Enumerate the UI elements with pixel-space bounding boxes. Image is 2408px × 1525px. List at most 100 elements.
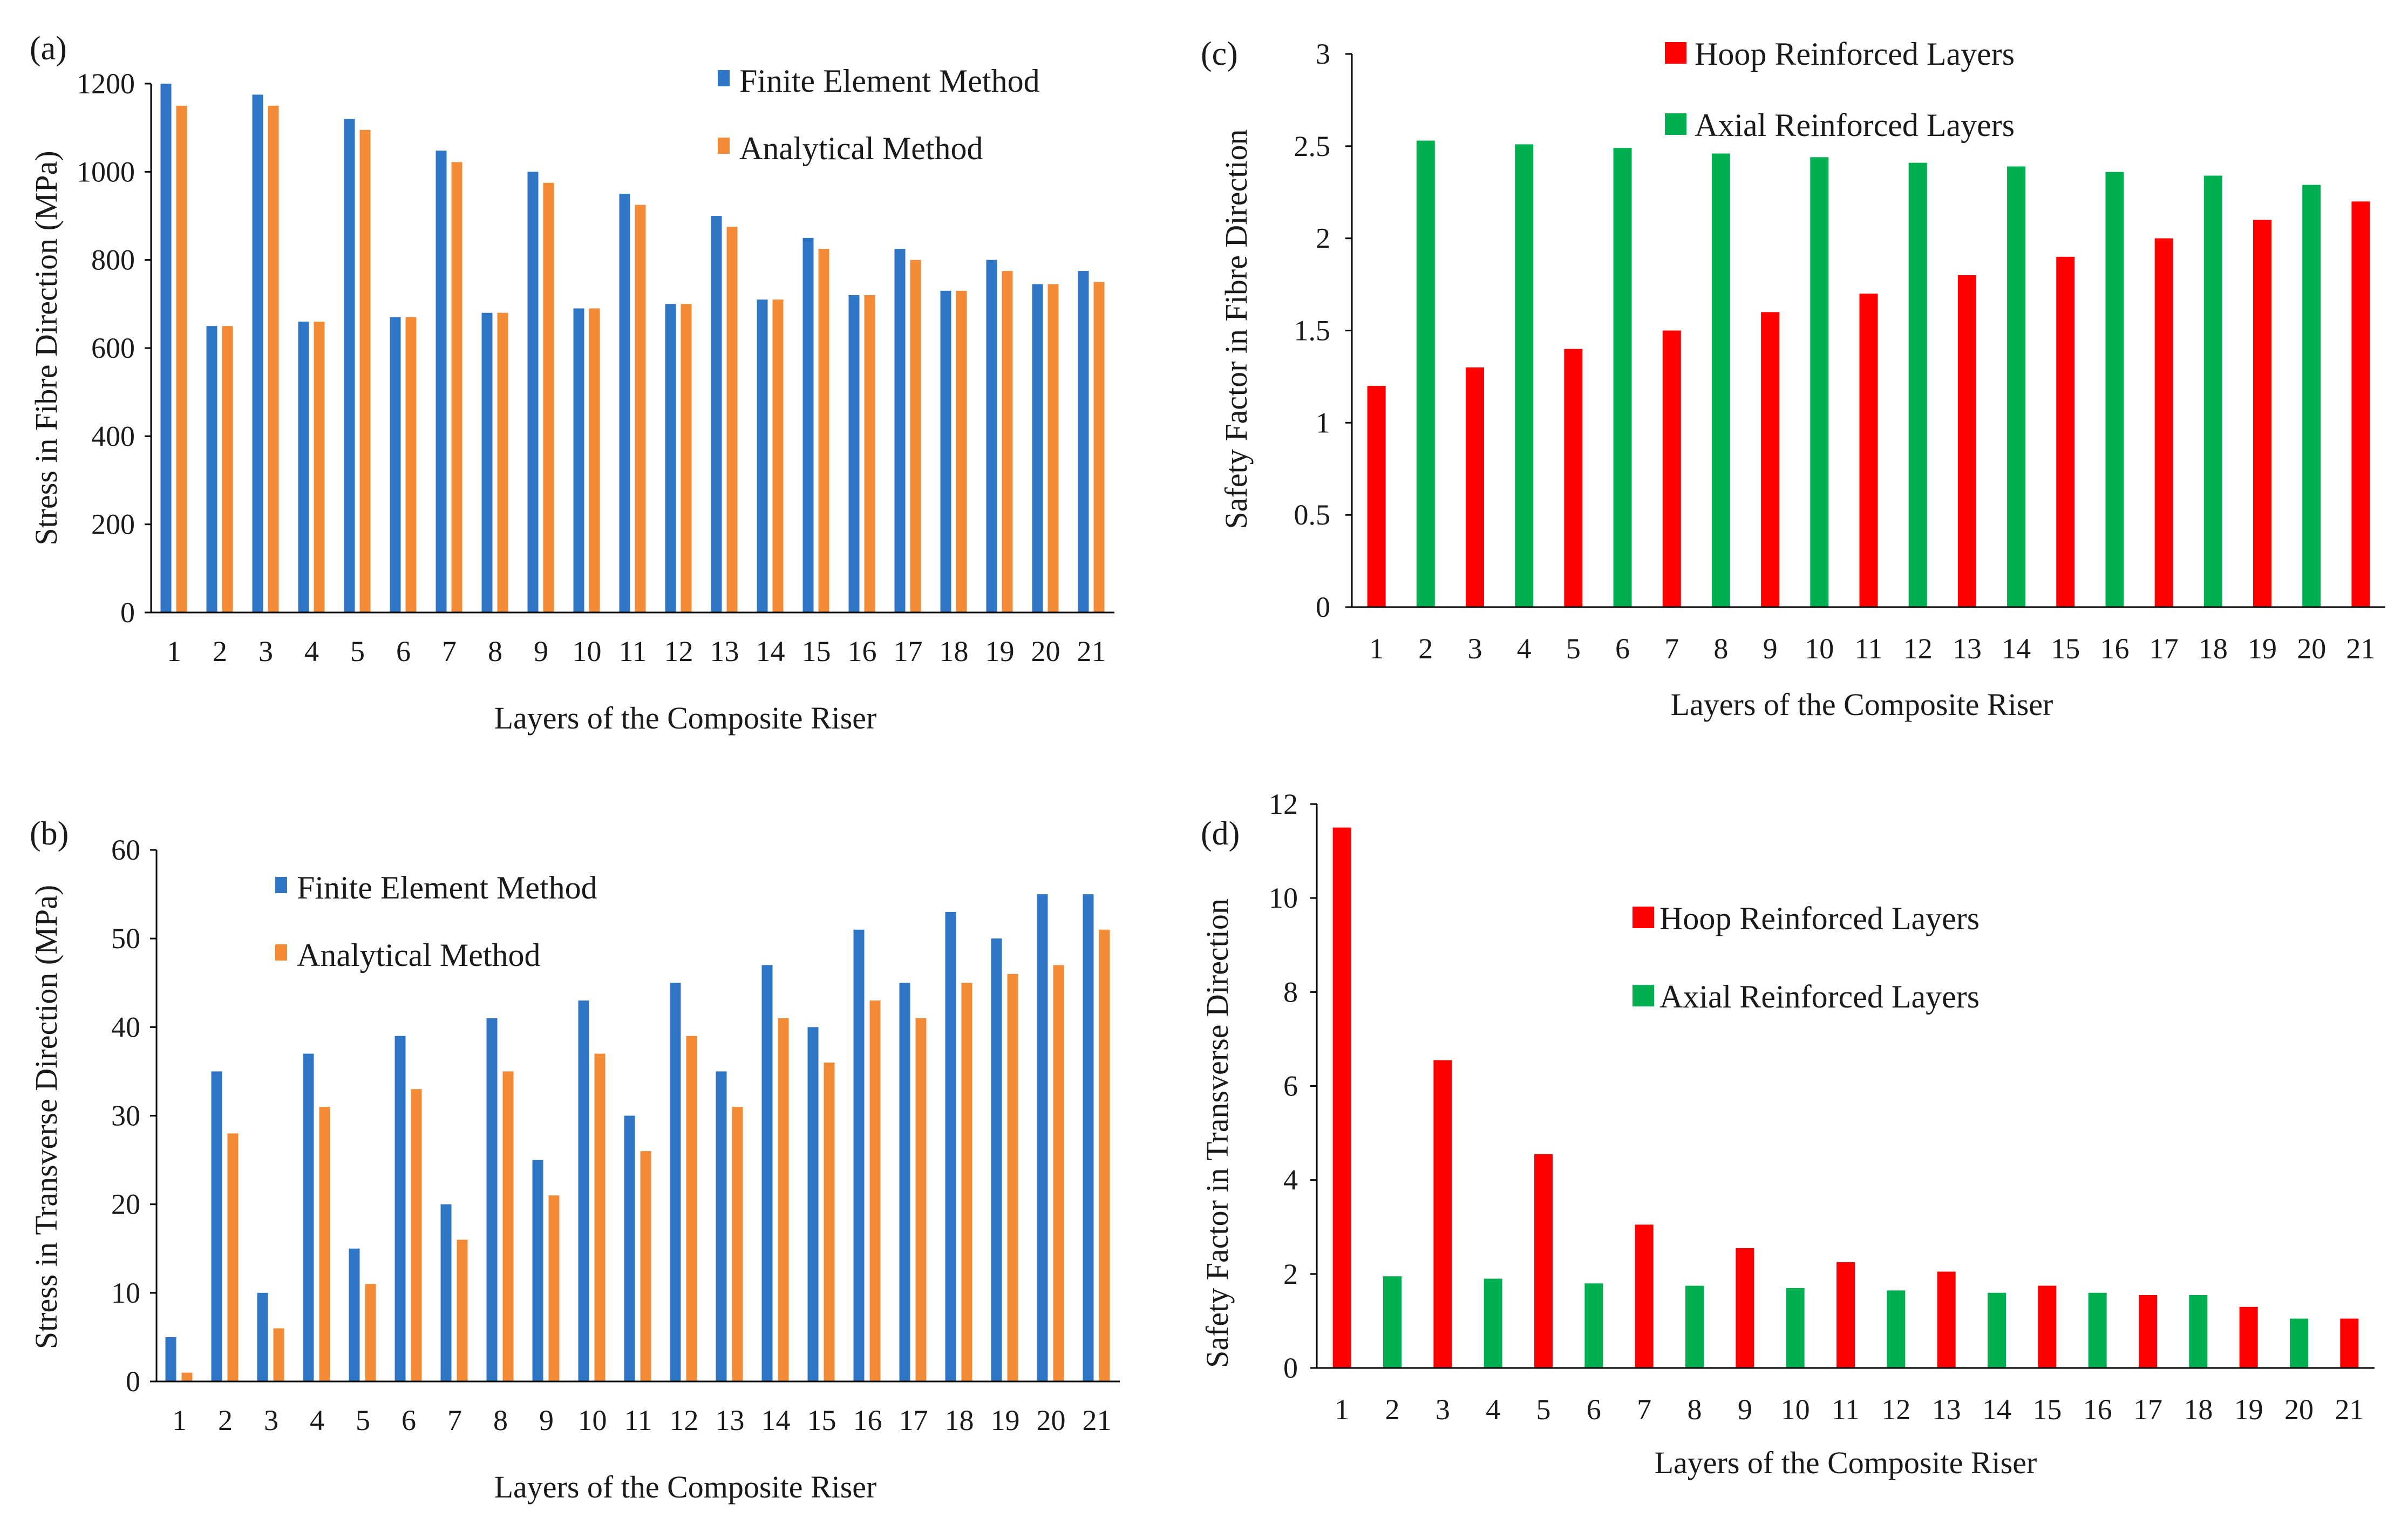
- x-tick-label: 1: [1335, 1393, 1349, 1426]
- bar-hoop-reinforced-layers-layer-1: [1367, 386, 1386, 607]
- x-tick-label: 11: [1832, 1393, 1860, 1426]
- x-tick-label: 14: [756, 635, 785, 668]
- bar-hoop-reinforced-layers-layer-15: [2038, 1285, 2057, 1368]
- bar-finite-element-method-layer-5: [344, 119, 355, 613]
- x-tick-label: 2: [1385, 1393, 1400, 1426]
- panel-c-chart: (c) 00.511.522.53 1 2 3 4 5 6 7 8 9 10 11 12 13 14 15 1…: [1201, 36, 2385, 722]
- y-tick-label: 0: [1283, 1352, 1298, 1384]
- bar-finite-element-method-layer-15: [807, 1027, 819, 1381]
- panel-d-y-ticks: 0 2 4 6 8 10 12: [1269, 788, 1317, 1384]
- x-tick-label: 5: [1536, 1393, 1551, 1426]
- bar-analytical-method-layer-21: [1099, 929, 1110, 1381]
- bar-finite-element-method-layer-3: [252, 94, 263, 612]
- x-tick-label: 3: [264, 1404, 278, 1437]
- x-tick-label: 12: [670, 1404, 699, 1437]
- panel-c-x-ticks: 1 2 3 4 5 6 7 8 9 10 11 12 13 14 15 16 17 18 19 20 21: [1369, 632, 2375, 665]
- x-tick-label: 19: [991, 1404, 1020, 1437]
- x-tick-label: 7: [1664, 632, 1679, 665]
- x-tick-label: 4: [304, 635, 319, 668]
- bar-axial-reinforced-layers-layer-18: [2189, 1295, 2208, 1368]
- bar-analytical-method-layer-13: [726, 227, 738, 613]
- bar-analytical-method-layer-18: [956, 290, 967, 612]
- bar-finite-element-method-layer-7: [440, 1204, 452, 1381]
- bar-finite-element-method-layer-17: [894, 249, 906, 612]
- bar-hoop-reinforced-layers-layer-7: [1662, 330, 1681, 607]
- bar-finite-element-method-layer-21: [1083, 894, 1094, 1381]
- bar-finite-element-method-layer-1: [165, 1337, 176, 1381]
- x-tick-label: 5: [350, 635, 365, 668]
- x-tick-label: 21: [2335, 1393, 2364, 1426]
- x-tick-label: 3: [259, 635, 273, 668]
- x-tick-label: 4: [1517, 632, 1532, 665]
- bar-analytical-method-layer-7: [457, 1240, 468, 1381]
- bar-finite-element-method-layer-10: [578, 1000, 589, 1381]
- x-tick-label: 8: [1713, 632, 1728, 665]
- x-tick-label: 10: [1781, 1393, 1810, 1426]
- x-tick-label: 2: [1418, 632, 1433, 665]
- x-tick-label: 14: [761, 1404, 791, 1437]
- panel-b-y-ticks: 0 10 20 30 40 50 60: [111, 834, 157, 1398]
- legend-swatch-analytical: [718, 138, 730, 154]
- bar-hoop-reinforced-layers-layer-17: [2139, 1295, 2157, 1368]
- bar-finite-element-method-layer-19: [986, 260, 997, 613]
- x-tick-label: 15: [807, 1404, 836, 1437]
- y-tick-label: 12: [1269, 788, 1298, 820]
- x-tick-label: 19: [2248, 632, 2277, 665]
- bar-hoop-reinforced-layers-layer-11: [1859, 294, 1878, 607]
- bar-analytical-method-layer-11: [635, 205, 646, 612]
- y-tick-label: 0: [120, 596, 135, 629]
- bar-analytical-method-layer-14: [778, 1018, 789, 1381]
- bar-analytical-method-layer-5: [359, 130, 371, 612]
- x-tick-label: 21: [1083, 1404, 1112, 1437]
- legend-label-hoop: Hoop Reinforced Layers: [1695, 36, 2015, 72]
- bar-analytical-method-layer-9: [548, 1195, 560, 1381]
- bar-hoop-reinforced-layers-layer-3: [1465, 367, 1484, 607]
- x-tick-label: 6: [402, 1404, 416, 1437]
- bar-hoop-reinforced-layers-layer-9: [1761, 312, 1780, 607]
- bar-axial-reinforced-layers-layer-8: [1685, 1285, 1704, 1368]
- legend-swatch-axial: [1665, 113, 1686, 135]
- bar-analytical-method-layer-17: [910, 260, 921, 613]
- bar-finite-element-method-layer-9: [532, 1160, 543, 1381]
- x-tick-label: 12: [1903, 632, 1933, 665]
- bar-analytical-method-layer-21: [1093, 282, 1105, 612]
- panel-d-y-title: Safety Factor in Transverse Direction: [1200, 898, 1235, 1368]
- x-tick-label: 19: [2234, 1393, 2263, 1426]
- x-tick-label: 17: [894, 635, 923, 668]
- bar-hoop-reinforced-layers-layer-21: [2351, 201, 2370, 607]
- x-tick-label: 9: [1738, 1393, 1752, 1426]
- bar-analytical-method-layer-11: [640, 1151, 651, 1381]
- bar-finite-element-method-layer-15: [802, 237, 814, 612]
- bar-analytical-method-layer-1: [181, 1372, 193, 1381]
- y-tick-label: 800: [91, 244, 135, 276]
- x-tick-label: 10: [573, 635, 602, 668]
- bar-finite-element-method-layer-8: [486, 1018, 498, 1381]
- x-tick-label: 21: [2346, 632, 2375, 665]
- bar-analytical-method-layer-17: [915, 1018, 927, 1381]
- bar-analytical-method-layer-4: [314, 322, 325, 612]
- x-tick-label: 14: [2002, 632, 2031, 665]
- bar-finite-element-method-layer-18: [940, 290, 951, 612]
- bar-analytical-method-layer-15: [818, 249, 829, 612]
- bar-analytical-method-layer-6: [405, 317, 417, 612]
- panel-b-label: (b): [30, 815, 69, 852]
- bar-hoop-reinforced-layers-layer-21: [2340, 1318, 2359, 1368]
- y-tick-label: 4: [1283, 1164, 1298, 1196]
- bar-axial-reinforced-layers-layer-20: [2290, 1318, 2308, 1368]
- legend-label-analytical: Analytical Method: [297, 937, 541, 973]
- bar-finite-element-method-layer-19: [991, 938, 1002, 1381]
- x-tick-label: 9: [539, 1404, 554, 1437]
- y-tick-label: 2: [1283, 1258, 1298, 1290]
- bar-analytical-method-layer-1: [176, 105, 187, 613]
- legend-label-hoop: Hoop Reinforced Layers: [1659, 901, 1980, 936]
- bar-analytical-method-layer-8: [502, 1071, 514, 1381]
- x-tick-label: 19: [985, 635, 1015, 668]
- panel-c-label: (c): [1201, 36, 1238, 72]
- bar-axial-reinforced-layers-layer-4: [1484, 1278, 1502, 1368]
- bar-finite-element-method-layer-5: [349, 1248, 360, 1381]
- panel-b-y-title: Stress in Transverse Direction (MPa): [29, 885, 64, 1349]
- bar-analytical-method-layer-19: [1002, 271, 1013, 612]
- panel-c-x-title: Layers of the Composite Riser: [1671, 687, 2053, 722]
